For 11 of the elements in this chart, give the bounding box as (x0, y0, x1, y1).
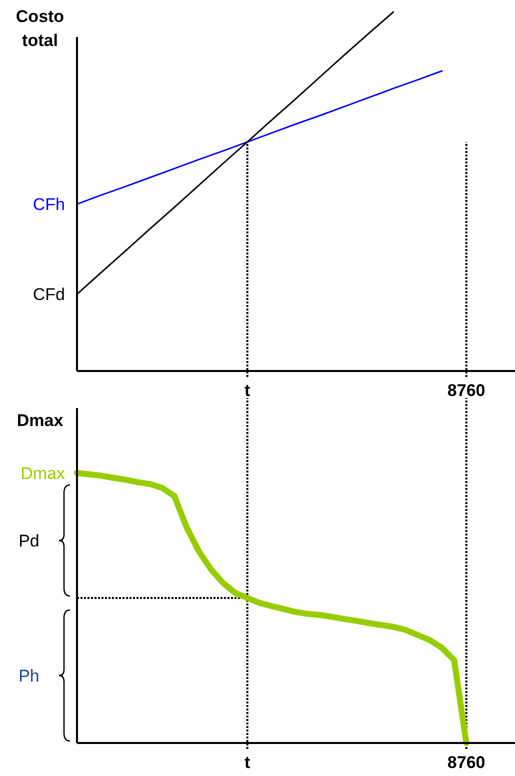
text: Pd (18, 532, 40, 551)
x-tick-label: 8760 (447, 753, 486, 772)
x-tick-label: t (244, 381, 250, 400)
x-tick-label: t (244, 753, 250, 772)
x-tick-label: 8760 (447, 381, 486, 400)
text: CFh (32, 195, 65, 214)
y-axis-title: Costo total (16, 7, 64, 50)
y-axis-title: Dmax (16, 411, 64, 430)
text: Dmax (20, 464, 66, 483)
text: CFd (32, 285, 65, 304)
text: Ph (18, 666, 40, 686)
